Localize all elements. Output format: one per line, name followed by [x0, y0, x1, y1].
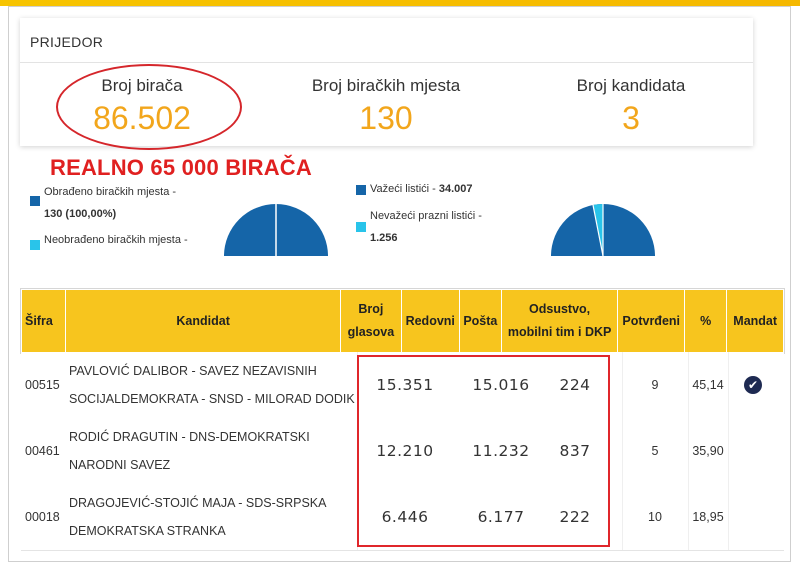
cell-percent: 35,90: [692, 444, 724, 458]
legend-valid: Važeći listići - 34.007: [370, 183, 473, 195]
legend-swatch-light: [356, 222, 366, 232]
divider: [688, 418, 689, 484]
divider: [728, 484, 729, 550]
cell-votes: 12.210: [376, 442, 434, 460]
stat-label: Broj kandidata: [576, 76, 686, 95]
legend-unprocessed-label: Neobrađeno biračkih mjesta -: [44, 234, 188, 246]
legend-valid-value: 34.007: [438, 183, 473, 195]
cell-regular: 6.177: [477, 508, 525, 526]
divider: [688, 484, 689, 550]
legend-swatch-light: [30, 240, 40, 250]
results-table-wrapper: Šifra Kandidat Broj glasova Redovni Pošta…: [20, 288, 785, 354]
stat-value: 130: [359, 100, 413, 136]
cell-confirmed: 9: [651, 378, 659, 392]
cell-regular: 15.016: [472, 376, 530, 394]
stat-candidates: Broj kandidata 3: [511, 76, 751, 137]
col-header-votes[interactable]: Broj glasova: [340, 289, 402, 353]
cell-percent: 18,95: [692, 510, 724, 524]
legend-processed-label: Obrađeno biračkih mjesta -: [44, 186, 177, 198]
divider: [728, 352, 729, 418]
stat-value: 3: [622, 100, 640, 136]
candidate-line: DEMOKRATSKA STRANKA: [69, 524, 226, 538]
candidate-line: NARODNI SAVEZ: [69, 458, 171, 472]
polling-pie-chart: [224, 204, 328, 256]
col-header-candidate[interactable]: Kandidat: [65, 289, 342, 353]
legend-invalid-label: Nevažeći prazni listići -: [370, 210, 482, 222]
cell-candidate: DRAGOJEVIĆ-STOJIĆ MAJA - SDS-SRPSKA DEMO…: [69, 484, 359, 550]
cell-confirmed: 10: [648, 510, 662, 524]
pie-divider: [592, 204, 604, 257]
col-header-regular[interactable]: Redovni: [400, 289, 460, 353]
divider: [728, 418, 729, 484]
stat-polling-stations: Broj biračkih mjesta 130: [266, 76, 506, 137]
col-header-confirmed[interactable]: Potvrđeni: [617, 289, 686, 353]
table-header-row: Šifra Kandidat Broj glasova Redovni Pošta…: [20, 289, 784, 353]
cell-votes: 15.351: [376, 376, 434, 394]
cell-votes: 6.446: [381, 508, 429, 526]
legend-swatch-dark: [356, 185, 366, 195]
table-row: 00461 RODIĆ DRAGUTIN - DNS-DEMOKRATSKI N…: [21, 418, 784, 485]
candidate-line: PAVLOVIĆ DALIBOR - SAVEZ NEZAVISNIH: [69, 364, 317, 378]
cell-code: 00515: [25, 378, 60, 392]
divider: [622, 352, 623, 418]
stat-label: Broj biračkih mjesta: [311, 76, 461, 95]
table-row: 00515 PAVLOVIĆ DALIBOR - SAVEZ NEZAVISNI…: [21, 352, 784, 419]
legend-processed-value: 130 (100,00%): [44, 208, 117, 220]
candidate-line: DRAGOJEVIĆ-STOJIĆ MAJA - SDS-SRPSKA: [69, 496, 327, 510]
red-circle-annotation: [56, 64, 242, 150]
candidate-line: RODIĆ DRAGUTIN - DNS-DEMOKRATSKI: [69, 430, 310, 444]
cell-candidate: PAVLOVIĆ DALIBOR - SAVEZ NEZAVISNIH SOCI…: [69, 352, 359, 418]
legend-invalid-value: 1.256: [370, 232, 398, 244]
table-row: 00018 DRAGOJEVIĆ-STOJIĆ MAJA - SDS-SRPSK…: [21, 484, 784, 551]
cell-code: 00461: [25, 444, 60, 458]
cell-candidate: RODIĆ DRAGUTIN - DNS-DEMOKRATSKI NARODNI…: [69, 418, 359, 484]
cell-percent: 45,14: [692, 378, 724, 392]
cell-absent: 837: [559, 442, 591, 460]
top-accent-bar: [0, 0, 800, 6]
overlay-annotation-text: REALNO 65 000 BIRAČA: [50, 155, 312, 180]
col-header-percent[interactable]: %: [684, 289, 728, 353]
legend-swatch-dark: [30, 196, 40, 206]
results-table: Šifra Kandidat Broj glasova Redovni Pošta…: [20, 289, 784, 353]
col-header-code[interactable]: Šifra: [20, 289, 67, 353]
divider: [622, 484, 623, 550]
divider: [20, 62, 753, 63]
cell-regular: 11.232: [472, 442, 530, 460]
cell-mandate: ✔: [728, 352, 778, 418]
col-header-mandate[interactable]: Mandat: [726, 289, 784, 353]
candidate-line: SOCIJALDEMOKRATA - SNSD - MILORAD DODIK: [69, 392, 355, 406]
cell-confirmed: 5: [651, 444, 659, 458]
check-circle-icon: ✔: [744, 376, 762, 394]
divider: [622, 418, 623, 484]
ballots-pie-chart: [551, 204, 655, 257]
cell-absent: 224: [559, 376, 591, 394]
cell-code: 00018: [25, 510, 60, 524]
col-header-mail[interactable]: Pošta: [458, 289, 502, 353]
divider: [688, 352, 689, 418]
cell-absent: 222: [559, 508, 591, 526]
col-header-absent[interactable]: Odsustvo, mobilni tim i DKP: [500, 289, 619, 353]
municipality-title: PRIJEDOR: [30, 34, 104, 50]
legend-valid-label: Važeći listići -: [370, 183, 436, 195]
